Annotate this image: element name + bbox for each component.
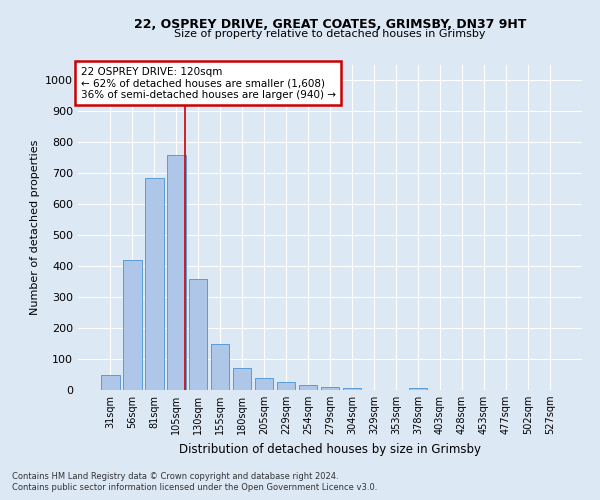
Text: Contains public sector information licensed under the Open Government Licence v3: Contains public sector information licen…: [12, 484, 377, 492]
Text: Contains HM Land Registry data © Crown copyright and database right 2024.: Contains HM Land Registry data © Crown c…: [12, 472, 338, 481]
Bar: [409, 388, 427, 390]
Bar: [277, 382, 295, 390]
Bar: [123, 260, 142, 390]
Text: 22, OSPREY DRIVE, GREAT COATES, GRIMSBY, DN37 9HT: 22, OSPREY DRIVE, GREAT COATES, GRIMSBY,…: [134, 18, 526, 30]
Bar: [299, 386, 317, 390]
Bar: [189, 278, 208, 390]
Text: 22 OSPREY DRIVE: 120sqm
← 62% of detached houses are smaller (1,608)
36% of semi: 22 OSPREY DRIVE: 120sqm ← 62% of detache…: [80, 66, 335, 100]
Bar: [167, 155, 185, 390]
Bar: [255, 378, 274, 390]
Bar: [233, 368, 251, 390]
Bar: [145, 178, 164, 390]
Bar: [101, 374, 119, 390]
Bar: [320, 387, 340, 390]
Bar: [343, 388, 361, 390]
X-axis label: Distribution of detached houses by size in Grimsby: Distribution of detached houses by size …: [179, 442, 481, 456]
Text: Size of property relative to detached houses in Grimsby: Size of property relative to detached ho…: [174, 29, 486, 39]
Y-axis label: Number of detached properties: Number of detached properties: [29, 140, 40, 315]
Bar: [211, 344, 229, 390]
